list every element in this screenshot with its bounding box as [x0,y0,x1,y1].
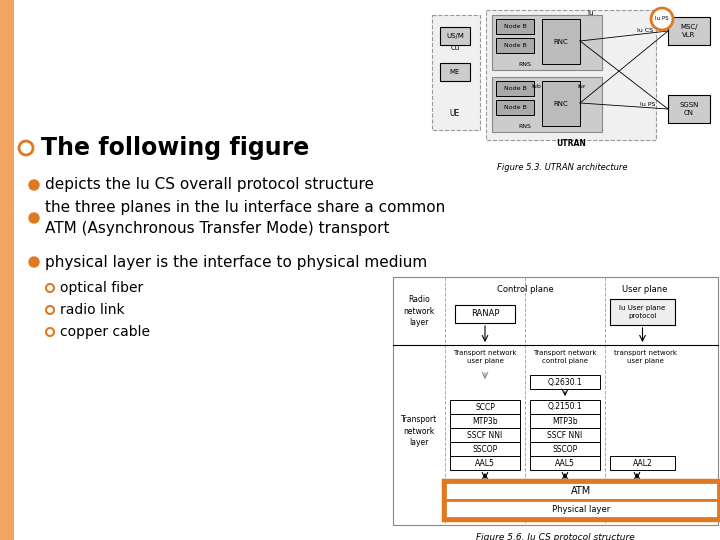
Bar [668,17,710,45]
Bar [542,81,580,126]
Text: Iu PS: Iu PS [655,17,669,22]
Bar [432,15,480,130]
Bar [492,15,602,70]
Text: Node B: Node B [503,43,526,48]
Text: UTRAN: UTRAN [556,138,586,147]
Text: the three planes in the Iu interface share a common
ATM (Asynchronous Transfer M: the three planes in the Iu interface sha… [45,200,445,236]
Bar [455,305,515,323]
Bar [443,480,720,520]
Text: transport network
user plane: transport network user plane [613,350,677,363]
Text: depicts the Iu CS overall protocol structure: depicts the Iu CS overall protocol struc… [45,178,374,192]
Bar [530,414,600,428]
Bar [450,414,520,428]
Text: SSCF NNI: SSCF NNI [467,430,503,440]
Bar [530,442,600,456]
Text: physical layer is the interface to physical medium: physical layer is the interface to physi… [45,254,427,269]
Text: SCCP: SCCP [475,402,495,411]
Text: RANAP: RANAP [471,309,499,319]
Text: ATM: ATM [572,486,592,496]
Bar [450,456,520,470]
Bar [610,456,675,470]
Bar [530,428,600,442]
Text: Iub: Iub [531,84,541,90]
Text: Iu PS: Iu PS [640,103,656,107]
Text: Q.2630.1: Q.2630.1 [548,377,582,387]
Bar [393,277,718,525]
Bar [486,10,656,140]
Text: US/M: US/M [446,33,464,39]
Text: Node B: Node B [503,24,526,29]
Text: RNS: RNS [518,125,531,130]
Circle shape [29,180,39,190]
Bar [496,81,534,96]
Text: Node B: Node B [503,86,526,91]
Text: SSCOP: SSCOP [552,444,577,454]
Text: User plane: User plane [622,285,667,294]
Circle shape [46,328,54,336]
Circle shape [651,8,673,30]
Text: copper cable: copper cable [60,325,150,339]
Text: MTP3b: MTP3b [472,416,498,426]
Text: Figure 5.6. Iu CS protocol structure: Figure 5.6. Iu CS protocol structure [476,532,635,540]
Text: The following figure: The following figure [41,136,310,160]
Bar [542,19,580,64]
Text: Radio
network
layer: Radio network layer [403,295,435,327]
Text: Transport network
user plane: Transport network user plane [454,350,517,363]
Bar [530,375,600,389]
Bar [445,500,718,518]
Text: Transport network
control plane: Transport network control plane [534,350,597,363]
Circle shape [19,141,33,155]
Circle shape [29,213,39,223]
Bar [440,63,470,81]
Text: Node B: Node B [503,105,526,110]
Bar [496,38,534,53]
Text: Physical layer: Physical layer [552,504,611,514]
Text: RNS: RNS [518,62,531,66]
Text: SSCOP: SSCOP [472,444,498,454]
Text: Cu: Cu [451,45,459,51]
Text: Iu CS: Iu CS [637,28,653,32]
Text: ME: ME [450,69,460,75]
Bar [530,400,600,414]
Text: Figure 5.3. UTRAN architecture: Figure 5.3. UTRAN architecture [498,163,628,172]
Text: SSCF NNI: SSCF NNI [547,430,582,440]
Text: MTP3b: MTP3b [552,416,578,426]
Bar [450,428,520,442]
Text: RNC: RNC [554,100,568,106]
Text: SGSN
CN: SGSN CN [679,102,698,116]
Text: Iu: Iu [588,10,594,16]
Bar [445,482,718,500]
Circle shape [46,306,54,314]
Bar [450,442,520,456]
Bar [496,100,534,115]
Text: optical fiber: optical fiber [60,281,143,295]
Text: Q.2150.1: Q.2150.1 [548,402,582,411]
Text: AAL5: AAL5 [475,458,495,468]
Text: Iur: Iur [577,84,586,90]
Bar [668,95,710,123]
Bar [440,27,470,45]
Circle shape [29,257,39,267]
Text: Transport
network
layer: Transport network layer [401,415,437,447]
Text: radio link: radio link [60,303,125,317]
Bar [492,77,602,132]
Text: UE: UE [450,109,460,118]
Text: Iu User plane
protocol: Iu User plane protocol [619,305,665,319]
Bar [450,400,520,414]
Bar [496,19,534,34]
Bar [0,0,14,540]
Circle shape [46,284,54,292]
Text: AAL5: AAL5 [555,458,575,468]
Bar [610,299,675,325]
Text: Control plane: Control plane [497,285,553,294]
Text: RNC: RNC [554,38,568,44]
Bar [530,456,600,470]
Text: MSC/
VLR: MSC/ VLR [680,24,698,38]
Text: AAL2: AAL2 [633,458,652,468]
